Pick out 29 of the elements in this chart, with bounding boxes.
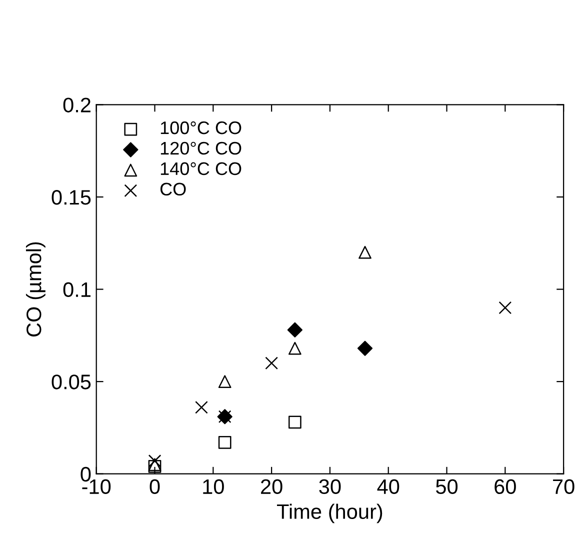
x-tick-label: 30 bbox=[319, 479, 341, 494]
point bbox=[357, 340, 373, 356]
x-tick-label: 40 bbox=[377, 479, 400, 494]
legend-label: 100°C CO bbox=[160, 121, 242, 134]
x-tick-label: 0 bbox=[150, 479, 160, 494]
legend-label: 140°C CO bbox=[160, 162, 242, 176]
x-tick-label: 10 bbox=[203, 479, 224, 494]
point bbox=[218, 375, 232, 388]
point bbox=[288, 342, 302, 355]
x-tick-label: 60 bbox=[494, 479, 516, 494]
x-tick-label: 70 bbox=[553, 479, 574, 494]
y-tick-label: 0.15 bbox=[52, 190, 91, 205]
y-tick-label: 0.1 bbox=[63, 282, 90, 298]
y-tick-label: 0.2 bbox=[63, 98, 90, 112]
point bbox=[498, 301, 512, 314]
point bbox=[148, 454, 162, 468]
x-tick-label: 20 bbox=[261, 479, 282, 494]
y-tick-label: 0.05 bbox=[52, 374, 91, 390]
x-tick-label: 50 bbox=[436, 479, 458, 494]
legend-label: CO bbox=[160, 182, 186, 196]
point bbox=[287, 322, 302, 338]
point bbox=[265, 356, 278, 370]
y-axis-title: CO (µmol) bbox=[26, 242, 46, 336]
x-axis-title: Time (hour) bbox=[276, 504, 382, 524]
point bbox=[195, 400, 208, 414]
point bbox=[288, 416, 302, 429]
legend-label: 120°C CO bbox=[160, 142, 242, 155]
point bbox=[358, 246, 372, 259]
point bbox=[218, 436, 232, 449]
